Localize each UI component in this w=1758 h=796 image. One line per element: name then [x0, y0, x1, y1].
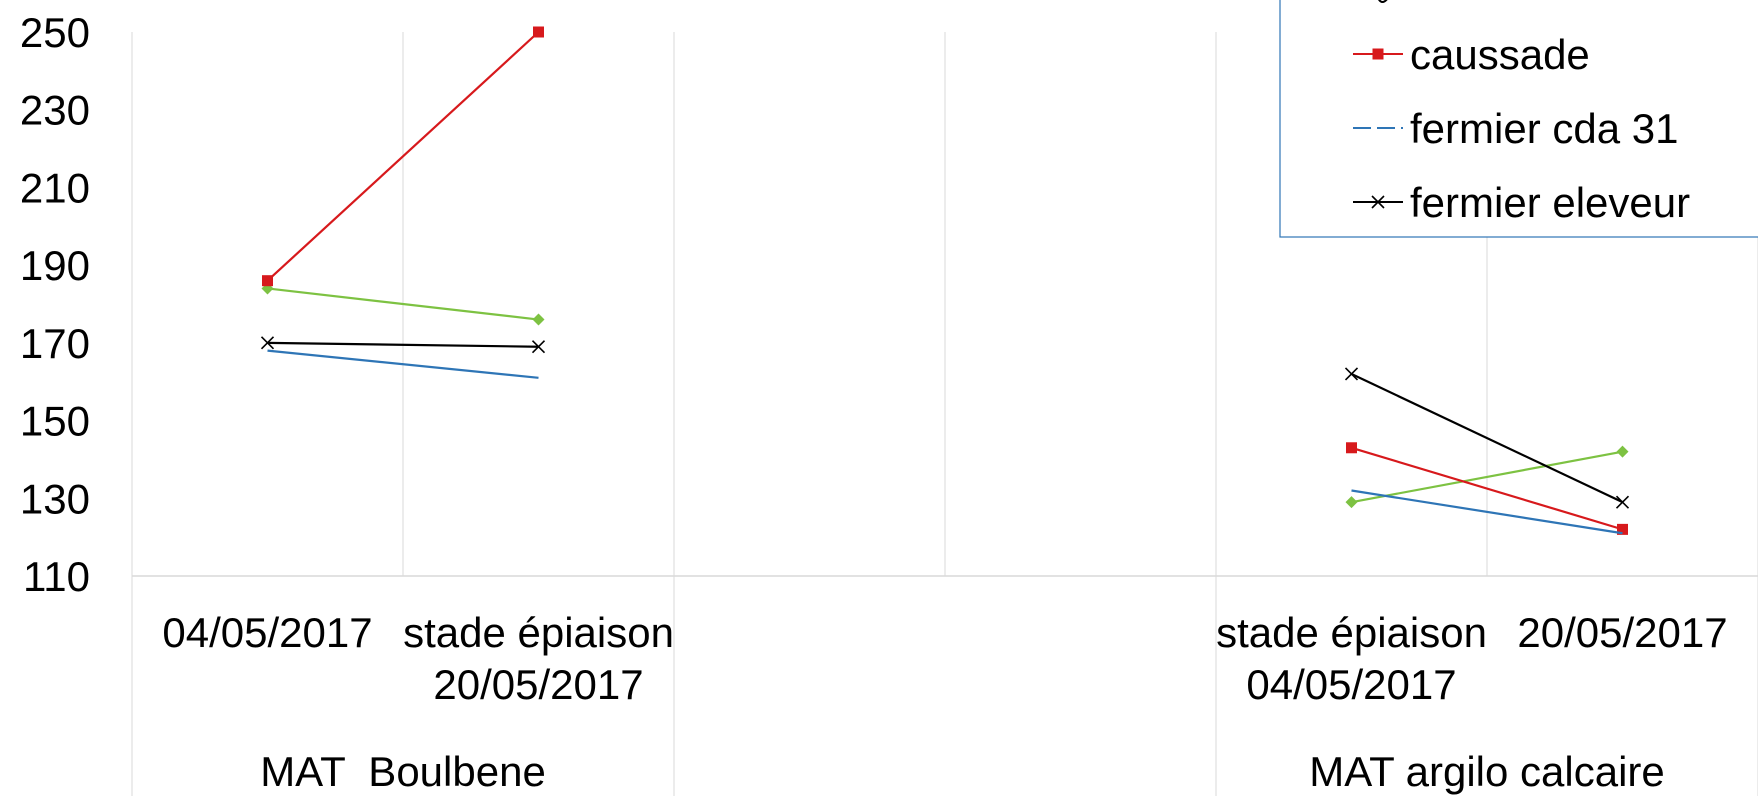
- series-line: [1351, 446, 1623, 531]
- y-tick-label: 230: [20, 87, 90, 134]
- legend-label: caussade: [1410, 31, 1590, 78]
- series-line: [267, 341, 539, 348]
- series-layer: [260, 26, 1630, 535]
- legend: caussade fermier cda 31 fermier eleveur: [1279, 0, 1758, 238]
- series-1: [262, 26, 1628, 535]
- y-tick-label: 170: [20, 320, 90, 367]
- x-axis: 04/05/2017 stade épiaison 20/05/2017 MAT Bo…: [132, 575, 1758, 795]
- data-point: [1615, 495, 1630, 509]
- legend-marker: [1371, 195, 1385, 209]
- x-group-label: MAT Boulbene: [260, 748, 546, 795]
- legend-box: [1279, 0, 1758, 238]
- legend-marker: [1372, 48, 1384, 60]
- legend-item: caussade: [1353, 31, 1590, 78]
- data-point: [262, 275, 273, 287]
- y-tick-label: 110: [23, 553, 90, 600]
- y-axis: 250 230 210 190 170 150 130 110: [20, 9, 90, 600]
- series-line: [267, 349, 539, 379]
- data-point: [1616, 445, 1629, 458]
- y-tick-label: 130: [20, 475, 90, 522]
- series-line: [1351, 489, 1623, 535]
- data-point: [1346, 442, 1357, 454]
- legend-label: fermier eleveur: [1410, 179, 1690, 226]
- x-group-label: MAT argilo calcaire: [1309, 748, 1665, 795]
- data-point: [531, 340, 546, 354]
- x-tick-label: 20/05/2017: [433, 661, 643, 708]
- data-point: [532, 313, 545, 326]
- y-tick-label: 250: [20, 9, 90, 56]
- data-point: [260, 336, 275, 350]
- y-tick-label: 190: [20, 242, 90, 289]
- series-3: [260, 336, 1630, 509]
- data-point: [1344, 367, 1359, 381]
- series-2: [267, 349, 1623, 535]
- x-tick-label: 04/05/2017: [1246, 661, 1456, 708]
- series-line: [267, 287, 539, 321]
- y-tick-label: 150: [20, 398, 90, 445]
- data-point: [1617, 523, 1628, 535]
- series-line: [1351, 450, 1623, 504]
- series-line: [1351, 372, 1623, 504]
- legend-cutoff-glyph: [1378, 0, 1388, 3]
- data-point: [1345, 496, 1358, 509]
- legend-label: fermier cda 31: [1410, 105, 1678, 152]
- legend-item: fermier cda 31: [1353, 105, 1678, 152]
- data-point: [533, 26, 544, 38]
- x-tick-label: 20/05/2017: [1517, 609, 1727, 656]
- series-0: [261, 282, 1629, 509]
- x-tick-label: stade épiaison: [403, 609, 674, 656]
- legend-item: fermier eleveur: [1353, 179, 1690, 226]
- y-tick-label: 210: [20, 164, 90, 211]
- x-tick-label: 04/05/2017: [162, 609, 372, 656]
- series-line: [266, 31, 540, 282]
- x-tick-label: stade épiaison: [1216, 609, 1487, 656]
